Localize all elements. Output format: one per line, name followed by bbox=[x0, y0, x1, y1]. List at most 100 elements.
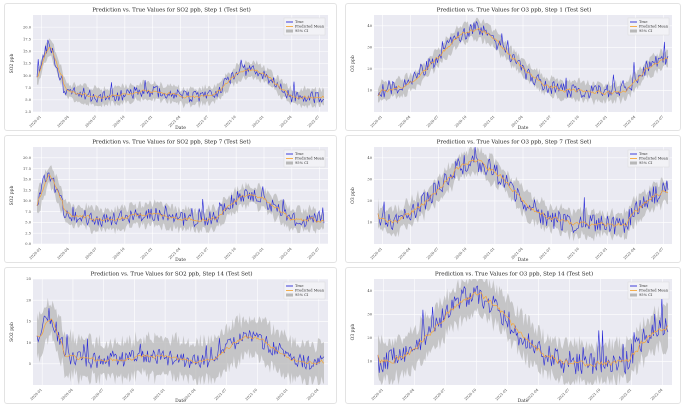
chart-panel-so2-step1: Prediction vs. True Values for SO2 ppb, … bbox=[4, 3, 337, 131]
chart-title: Prediction vs. True Values for SO2 ppb, … bbox=[92, 7, 251, 14]
x-tick-label: 2020-10 bbox=[112, 114, 126, 128]
y-tick-label: 30 bbox=[367, 46, 372, 50]
y-tick-label: 40 bbox=[367, 156, 372, 160]
x-tick-label: 2020-01 bbox=[29, 247, 42, 260]
ci-band bbox=[378, 147, 668, 242]
y-tick-label: 30 bbox=[367, 313, 372, 317]
x-tick-label: 2021-01 bbox=[482, 247, 495, 260]
chart-title: Prediction vs. True Values for O3 ppb, S… bbox=[437, 7, 592, 14]
y-tick-label: 40 bbox=[367, 24, 372, 28]
legend-box bbox=[627, 17, 670, 36]
y-tick-label: 17.5 bbox=[23, 167, 32, 171]
legend-box bbox=[283, 17, 326, 36]
legend-pred-label: Predicted Mean bbox=[639, 25, 669, 29]
y-tick-label: 20 bbox=[367, 67, 372, 71]
x-tick-label: 2021-07 bbox=[196, 114, 210, 128]
legend-ci-label: 95% CI bbox=[639, 161, 653, 165]
legend-ci-swatch bbox=[286, 161, 293, 165]
y-tick-label: 7.5 bbox=[25, 86, 31, 90]
y-tick-label: 25 bbox=[26, 277, 31, 281]
chart-svg: Prediction vs. True Values for SO2 ppb, … bbox=[9, 139, 328, 263]
x-tick-label: 2021-01 bbox=[482, 115, 495, 128]
x-tick-label: 2022-04 bbox=[623, 246, 637, 260]
x-tick-label: 2020-10 bbox=[454, 246, 468, 260]
x-tick-label: 2020-01 bbox=[370, 247, 383, 260]
y-tick-label: 17.5 bbox=[23, 37, 32, 41]
y-tick-label: 15.0 bbox=[23, 178, 32, 182]
legend-pred-label: Predicted Mean bbox=[295, 25, 325, 29]
ci-band bbox=[378, 17, 668, 106]
x-tick-label: 2021-10 bbox=[588, 387, 602, 401]
x-tick-label: 2020-04 bbox=[398, 114, 412, 128]
x-tick-label: 2020-04 bbox=[398, 246, 412, 260]
x-tick-label: 2021-07 bbox=[557, 387, 571, 401]
x-tick-label: 2021-01 bbox=[495, 388, 508, 401]
x-tick-label: 2022-04 bbox=[650, 387, 664, 401]
x-tick-label: 2020-07 bbox=[426, 114, 440, 128]
x-tick-label: 2022-01 bbox=[251, 247, 264, 260]
x-tick-label: 2020-07 bbox=[84, 114, 98, 128]
true-series-line bbox=[36, 39, 325, 104]
y-tick-label: 2.5 bbox=[25, 231, 31, 235]
y-tick-label: 10.0 bbox=[23, 199, 32, 203]
x-tick-label: 2022-01 bbox=[595, 247, 608, 260]
true-series-line bbox=[377, 20, 669, 99]
y-tick-label: 2.5 bbox=[25, 110, 31, 114]
legend-ci-label: 95% CI bbox=[639, 29, 653, 33]
x-tick-label: 2021-10 bbox=[567, 246, 581, 260]
y-tick-label: 10 bbox=[367, 89, 372, 93]
chart-title: Prediction vs. True Values for SO2 ppb, … bbox=[92, 139, 251, 146]
y-tick-label: 10 bbox=[367, 221, 372, 225]
y-axis-label: SO2 ppb bbox=[9, 322, 15, 342]
chart-svg: Prediction vs. True Values for SO2 ppb, … bbox=[9, 7, 328, 131]
x-tick-label: 2020-04 bbox=[60, 387, 74, 401]
legend-ci-swatch bbox=[630, 293, 637, 297]
x-tick-label: 2021-10 bbox=[567, 114, 581, 128]
ci-band bbox=[37, 38, 324, 109]
legend-pred-label: Predicted Mean bbox=[639, 289, 669, 293]
true-series-line bbox=[377, 146, 669, 235]
chart-svg: Prediction vs. True Values for O3 ppb, S… bbox=[350, 7, 672, 131]
legend-box bbox=[627, 149, 670, 168]
x-tick-label: 2020-04 bbox=[56, 246, 70, 260]
predicted-mean-line bbox=[377, 291, 669, 367]
chart-panel-o3-step14: Prediction vs. True Values for O3 ppb, S… bbox=[345, 267, 681, 404]
y-tick-label: 15 bbox=[26, 320, 31, 324]
predicted-mean-line bbox=[36, 47, 325, 100]
chart-title: Prediction vs. True Values for SO2 ppb, … bbox=[90, 271, 252, 278]
x-tick-label: 2022-07 bbox=[307, 246, 321, 260]
y-tick-label: 30 bbox=[367, 178, 372, 182]
y-tick-label: 12.5 bbox=[23, 62, 32, 66]
legend-true-label: True bbox=[295, 20, 304, 24]
legend-true-label: True bbox=[295, 284, 304, 288]
legend-ci-swatch bbox=[630, 161, 637, 165]
predicted-mean-line bbox=[377, 27, 669, 97]
y-tick-label: 10 bbox=[26, 341, 31, 345]
y-tick-label: 10 bbox=[367, 360, 372, 364]
y-axis-label: O3 ppb bbox=[350, 55, 356, 72]
y-tick-label: 12.5 bbox=[23, 188, 32, 192]
y-tick-label: 5.0 bbox=[25, 98, 31, 102]
legend-true-label: True bbox=[295, 152, 304, 156]
legend-ci-swatch bbox=[286, 293, 293, 297]
x-tick-label: 2020-07 bbox=[91, 387, 105, 401]
legend-ci-label: 95% CI bbox=[639, 293, 653, 297]
true-series-line bbox=[36, 308, 325, 370]
x-tick-label: 2020-10 bbox=[454, 114, 468, 128]
y-tick-label: 10.0 bbox=[23, 74, 32, 78]
y-tick-label: 20.0 bbox=[23, 156, 32, 160]
y-tick-label: 5 bbox=[29, 362, 32, 366]
legend-ci-label: 95% CI bbox=[295, 161, 309, 165]
x-tick-label: 2020-01 bbox=[29, 115, 42, 128]
chart-panel-o3-step7: Prediction vs. True Values for O3 ppb, S… bbox=[345, 135, 681, 263]
x-tick-label: 2022-04 bbox=[279, 246, 293, 260]
x-tick-label: 2022-07 bbox=[307, 114, 321, 128]
predicted-mean-line bbox=[36, 174, 325, 223]
legend-box bbox=[627, 281, 670, 300]
x-tick-label: 2020-07 bbox=[433, 387, 447, 401]
y-tick-label: 15.0 bbox=[23, 50, 32, 54]
true-series-line bbox=[377, 285, 669, 375]
x-tick-label: 2022-01 bbox=[275, 388, 288, 401]
x-tick-label: 2020-01 bbox=[370, 115, 383, 128]
y-tick-label: 40 bbox=[367, 289, 372, 293]
